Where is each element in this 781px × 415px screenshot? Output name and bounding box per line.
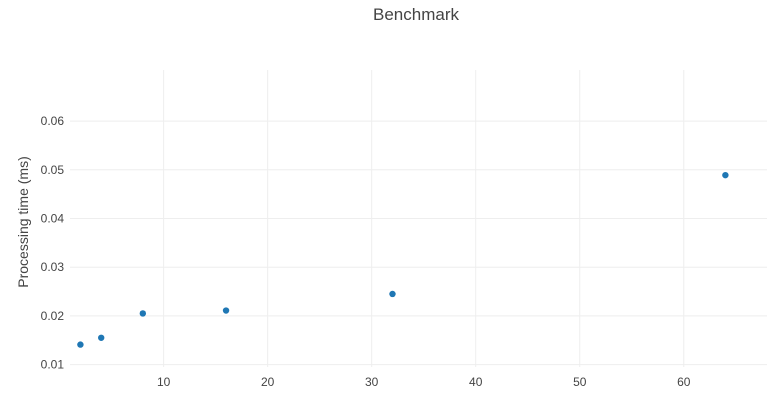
- y-tick-label: 0.03: [41, 260, 65, 274]
- data-point: [389, 290, 396, 298]
- data-point: [222, 307, 230, 314]
- x-tick-label: 20: [261, 375, 275, 389]
- data-point: [139, 310, 147, 317]
- x-tick-label: 40: [469, 375, 483, 389]
- y-tick-label: 0.06: [41, 114, 65, 128]
- y-axis-title: Processing time (ms): [15, 156, 31, 287]
- tick-labels: 10 20 30 40 50 60 0.01 0.02 0.03 0.04 0.05 0.06: [41, 114, 691, 389]
- x-tick-label: 60: [677, 375, 691, 389]
- data-point: [77, 341, 84, 348]
- x-tick-label: 10: [157, 375, 171, 389]
- y-tick-label: 0.01: [41, 358, 65, 372]
- grid: [70, 70, 767, 367]
- x-tick-label: 50: [573, 375, 587, 389]
- data-point: [98, 334, 105, 341]
- data-point: [722, 171, 729, 179]
- y-tick-label: 0.02: [41, 309, 65, 323]
- chart-title: Benchmark: [373, 5, 459, 24]
- x-tick-label: 30: [365, 375, 379, 389]
- y-tick-label: 0.04: [41, 212, 65, 226]
- data-points: [77, 171, 729, 348]
- y-tick-label: 0.05: [41, 163, 65, 177]
